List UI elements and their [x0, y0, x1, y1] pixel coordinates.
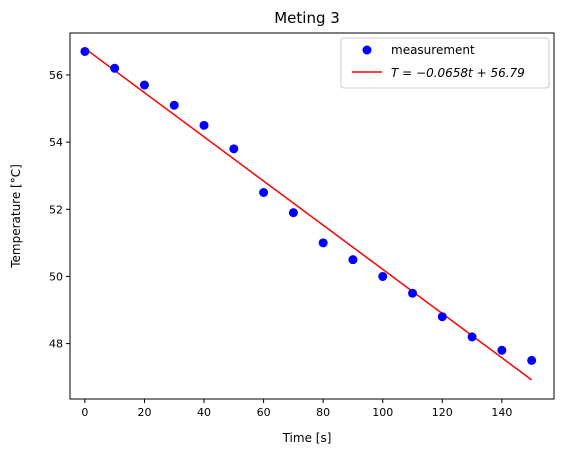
legend-label-measurement: measurement: [391, 43, 475, 57]
x-tick-label: 20: [137, 406, 151, 419]
x-tick-label: 120: [432, 406, 453, 419]
y-axis: 48 50 52 54 56: [49, 69, 70, 351]
x-tick-label: 100: [372, 406, 393, 419]
data-point: [80, 46, 90, 56]
x-tick-label: 0: [81, 406, 88, 419]
data-point: [527, 355, 537, 365]
x-tick-label: 140: [491, 406, 512, 419]
data-point: [259, 187, 269, 197]
x-axis: 0 20 40 60 80 100 120 140: [81, 399, 512, 419]
data-point: [318, 238, 328, 248]
legend-label-fit: T = −0.0658t + 56.79: [391, 66, 525, 80]
plot-area: [80, 46, 537, 381]
data-point: [199, 120, 209, 130]
data-point: [408, 288, 418, 298]
x-axis-label: Time [s]: [282, 431, 332, 445]
y-tick-label: 56: [49, 69, 63, 82]
legend: measurement T = −0.0658t + 56.79: [340, 37, 550, 89]
x-tick-label: 80: [316, 406, 330, 419]
legend-box: [340, 37, 550, 89]
data-point: [378, 271, 388, 281]
y-tick-label: 48: [49, 338, 63, 351]
axes-frame: [69, 32, 555, 400]
data-point: [139, 80, 149, 90]
data-point: [348, 255, 358, 265]
y-axis-label: Temperature [°C]: [9, 164, 23, 269]
data-point: [437, 312, 447, 322]
x-tick-label: 60: [257, 406, 271, 419]
x-tick-label: 40: [197, 406, 211, 419]
y-tick-label: 54: [49, 136, 63, 149]
data-point: [169, 100, 179, 110]
data-point: [497, 345, 507, 355]
data-point: [467, 332, 477, 342]
legend-marker-measurement: [362, 45, 372, 55]
data-point: [288, 208, 298, 218]
chart-title: Meting 3: [274, 9, 340, 27]
data-point: [110, 63, 120, 73]
y-tick-label: 50: [49, 270, 63, 283]
y-tick-label: 52: [49, 203, 63, 216]
data-point: [229, 144, 239, 154]
fit-line: [84, 47, 533, 381]
